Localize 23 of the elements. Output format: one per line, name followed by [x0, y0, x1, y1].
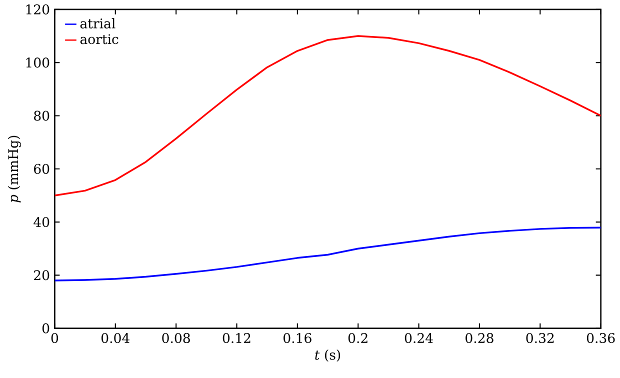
x-tick-label: 0.2	[348, 333, 368, 344]
x-tick-label: 0.12	[222, 333, 250, 344]
x-tick-label: 0	[51, 333, 58, 344]
legend-label: aortic	[80, 34, 118, 44]
x-tick-label: 0.32	[526, 333, 554, 344]
y-tick-label: 80	[34, 110, 50, 121]
x-axis-title: t (s)	[315, 350, 340, 362]
line-series	[54, 35, 601, 196]
y-tick-label: 120	[26, 4, 50, 15]
y-tick-label: 0	[42, 323, 50, 334]
x-tick-label: 0.16	[284, 333, 312, 344]
x-tick-label: 0.24	[404, 333, 433, 344]
x-tick-label: 0.36	[586, 333, 615, 344]
x-tick-label: 0.28	[466, 333, 494, 344]
x-tick-label: 0.08	[162, 333, 190, 344]
y-tick-label: 100	[26, 58, 50, 68]
y-tick-label: 20	[34, 270, 50, 280]
y-tick-label: 60	[34, 164, 50, 174]
x-tick-label: 0.04	[102, 333, 130, 344]
legend-label: atrial	[80, 18, 116, 29]
line-series	[54, 226, 601, 282]
y-tick-label: 40	[34, 217, 50, 228]
y-axis-title: p (mmHg)	[8, 136, 21, 203]
